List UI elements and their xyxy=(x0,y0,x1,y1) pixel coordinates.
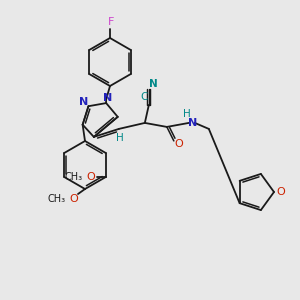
Text: N: N xyxy=(149,79,158,89)
Text: O: O xyxy=(175,139,183,149)
Text: O: O xyxy=(70,194,78,204)
Text: O: O xyxy=(86,172,95,182)
Text: O: O xyxy=(277,187,285,197)
Text: H: H xyxy=(116,133,124,143)
Text: F: F xyxy=(108,17,114,27)
Text: CH₃: CH₃ xyxy=(48,194,66,204)
Text: N: N xyxy=(188,118,197,128)
Text: C: C xyxy=(140,92,148,102)
Text: N: N xyxy=(103,93,112,103)
Text: H: H xyxy=(183,109,191,119)
Text: N: N xyxy=(79,97,88,107)
Text: CH₃: CH₃ xyxy=(65,172,83,182)
